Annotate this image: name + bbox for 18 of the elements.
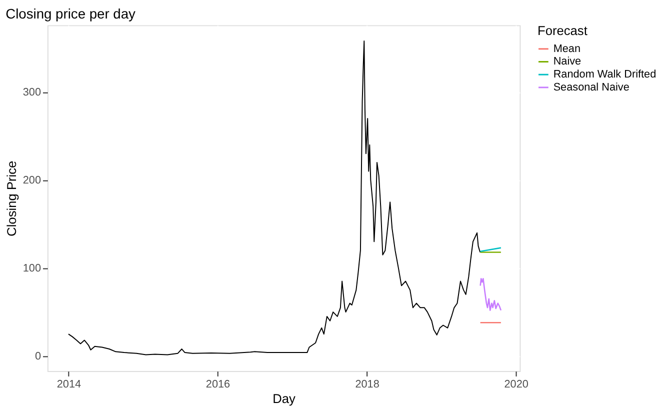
y-tick-label: 300 — [22, 86, 42, 99]
y-axis-title: Closing Price — [4, 160, 19, 236]
x-tick-label: 2016 — [206, 378, 230, 390]
x-tick-label: 2014 — [56, 378, 82, 390]
x-axis-title: Day — [272, 391, 296, 406]
chart-title: Closing price per day — [6, 5, 136, 22]
legend-label: Seasonal Naive — [553, 81, 630, 94]
legend-label: Mean — [553, 42, 580, 55]
x-tick-label: 2018 — [355, 378, 380, 390]
y-tick-label: 200 — [22, 174, 42, 187]
line-series — [480, 278, 502, 311]
x-tick-label: 2020 — [504, 378, 528, 390]
y-tick-label: 100 — [22, 262, 42, 275]
legend-title: Forecast — [538, 23, 588, 38]
y-tick-label: 0 — [34, 350, 42, 363]
legend-label: Naive — [553, 56, 582, 68]
legend-label: Random Walk Drifted — [553, 68, 656, 81]
line-series — [68, 40, 481, 356]
